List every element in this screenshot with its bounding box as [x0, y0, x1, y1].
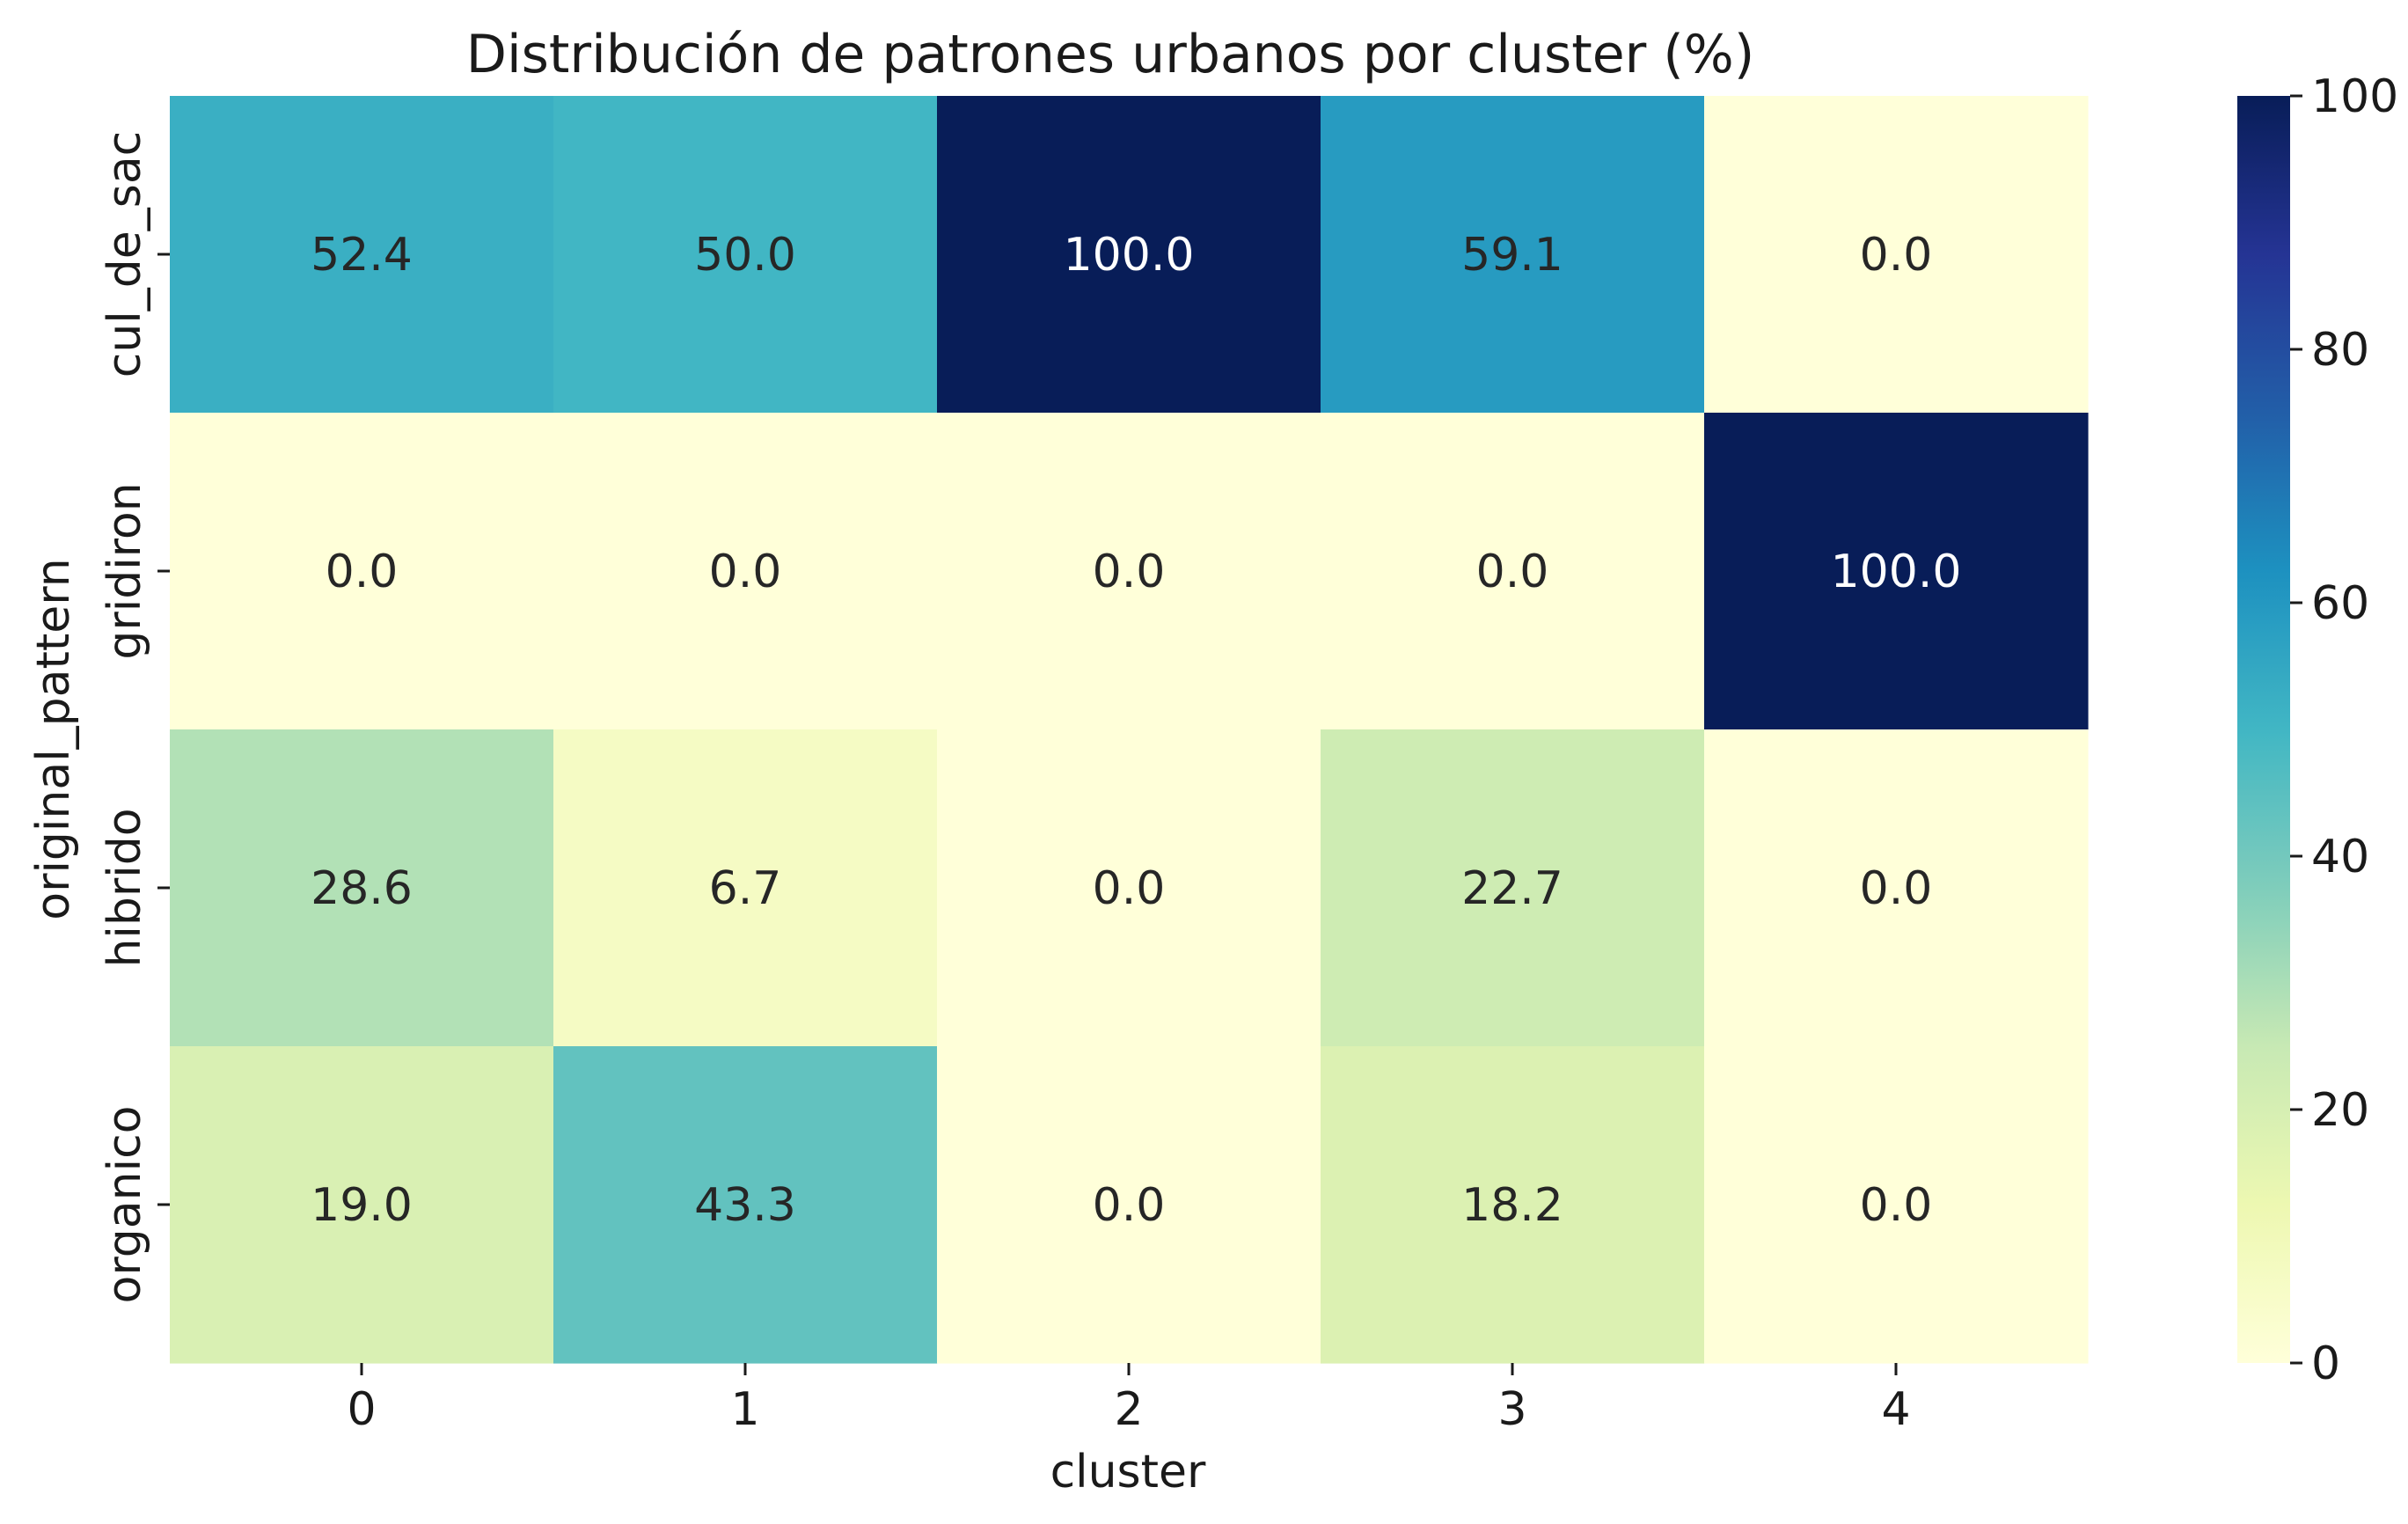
cell-value-label: 0.0	[1860, 229, 1933, 282]
heatmap-cell	[1321, 413, 1705, 730]
y-tick-label: organico	[99, 1106, 151, 1304]
colorbar-tick-label: 20	[2311, 1084, 2369, 1137]
cell-value-label: 100.0	[1064, 229, 1195, 282]
x-axis-ticks: 0 1 2 3 4	[347, 1363, 1911, 1436]
y-axis-label: original_pattern	[27, 558, 80, 920]
heatmap-cell	[170, 96, 554, 414]
cell-value-label: 0.0	[1860, 1179, 1933, 1232]
heatmap-cell	[1704, 729, 2089, 1047]
x-tick-label: 2	[1114, 1383, 1143, 1436]
cell-value-label: 59.1	[1461, 229, 1563, 282]
cell-value-label: 0.0	[1860, 862, 1933, 915]
cell-value-label: 0.0	[1093, 1179, 1166, 1232]
colorbar-tick-label: 60	[2311, 577, 2369, 630]
cell-value-label: 6.7	[709, 862, 782, 915]
heatmap-cell	[553, 96, 938, 414]
cell-value-label: 0.0	[709, 546, 782, 598]
heatmap-cell	[1321, 1046, 1705, 1364]
x-tick-label: 0	[347, 1383, 376, 1436]
cell-value-label: 22.7	[1461, 862, 1563, 915]
heatmap-cell	[170, 413, 554, 730]
cell-value-label: 43.3	[694, 1179, 796, 1232]
heatmap-cell	[553, 729, 938, 1047]
colorbar	[2237, 96, 2290, 1363]
colorbar-tick-label: 100	[2311, 70, 2398, 123]
heatmap-cell	[1704, 96, 2089, 414]
heatmap-cell	[170, 729, 554, 1047]
cell-value-label: 28.6	[311, 862, 413, 915]
y-axis-ticks: cul_de_sac gridiron hibrido organico	[99, 131, 170, 1304]
y-tick-label: cul_de_sac	[99, 131, 151, 378]
heatmap-cell-labels: 52.4 50.0 100.0 59.1 0.0 0.0 0.0 0.0 0.0 100.0 28.…	[311, 229, 1961, 1232]
colorbar-tick-label: 40	[2311, 831, 2369, 883]
cell-value-label: 0.0	[1476, 546, 1549, 598]
heatmap-cell	[553, 413, 938, 730]
colorbar-tick-label: 0	[2311, 1337, 2340, 1390]
cell-value-label: 18.2	[1461, 1179, 1563, 1232]
heatmap-cell	[553, 1046, 938, 1364]
x-tick-label: 4	[1881, 1383, 1910, 1436]
heatmap-cell	[170, 1046, 554, 1364]
cell-value-label: 0.0	[326, 546, 399, 598]
heatmap-cells	[170, 96, 2089, 1364]
y-tick-label: hibrido	[99, 808, 151, 967]
cell-value-label: 50.0	[694, 229, 796, 282]
heatmap-cell	[937, 413, 1321, 730]
x-tick-label: 3	[1497, 1383, 1526, 1436]
heatmap-cell	[1321, 729, 1705, 1047]
heatmap-cell	[1321, 96, 1705, 414]
heatmap-cell	[937, 729, 1321, 1047]
cell-value-label: 0.0	[1093, 862, 1166, 915]
y-tick-label: gridiron	[99, 482, 151, 659]
colorbar-ticks: 0 20 40 60 80 100	[2290, 70, 2398, 1390]
cell-value-label: 0.0	[1093, 546, 1166, 598]
cell-value-label: 52.4	[311, 229, 413, 282]
x-axis-label: cluster	[1050, 1446, 1206, 1498]
heatmap-cell	[937, 96, 1321, 414]
heatmap-cell	[1704, 1046, 2089, 1364]
x-tick-label: 1	[730, 1383, 759, 1436]
colorbar-tick-label: 80	[2311, 324, 2369, 377]
heatmap-cell	[937, 1046, 1321, 1364]
cell-value-label: 100.0	[1831, 546, 1962, 598]
heatmap-cell	[1704, 413, 2089, 730]
cell-value-label: 19.0	[311, 1179, 413, 1232]
chart-title: Distribución de patrones urbanos por clu…	[466, 24, 1754, 85]
